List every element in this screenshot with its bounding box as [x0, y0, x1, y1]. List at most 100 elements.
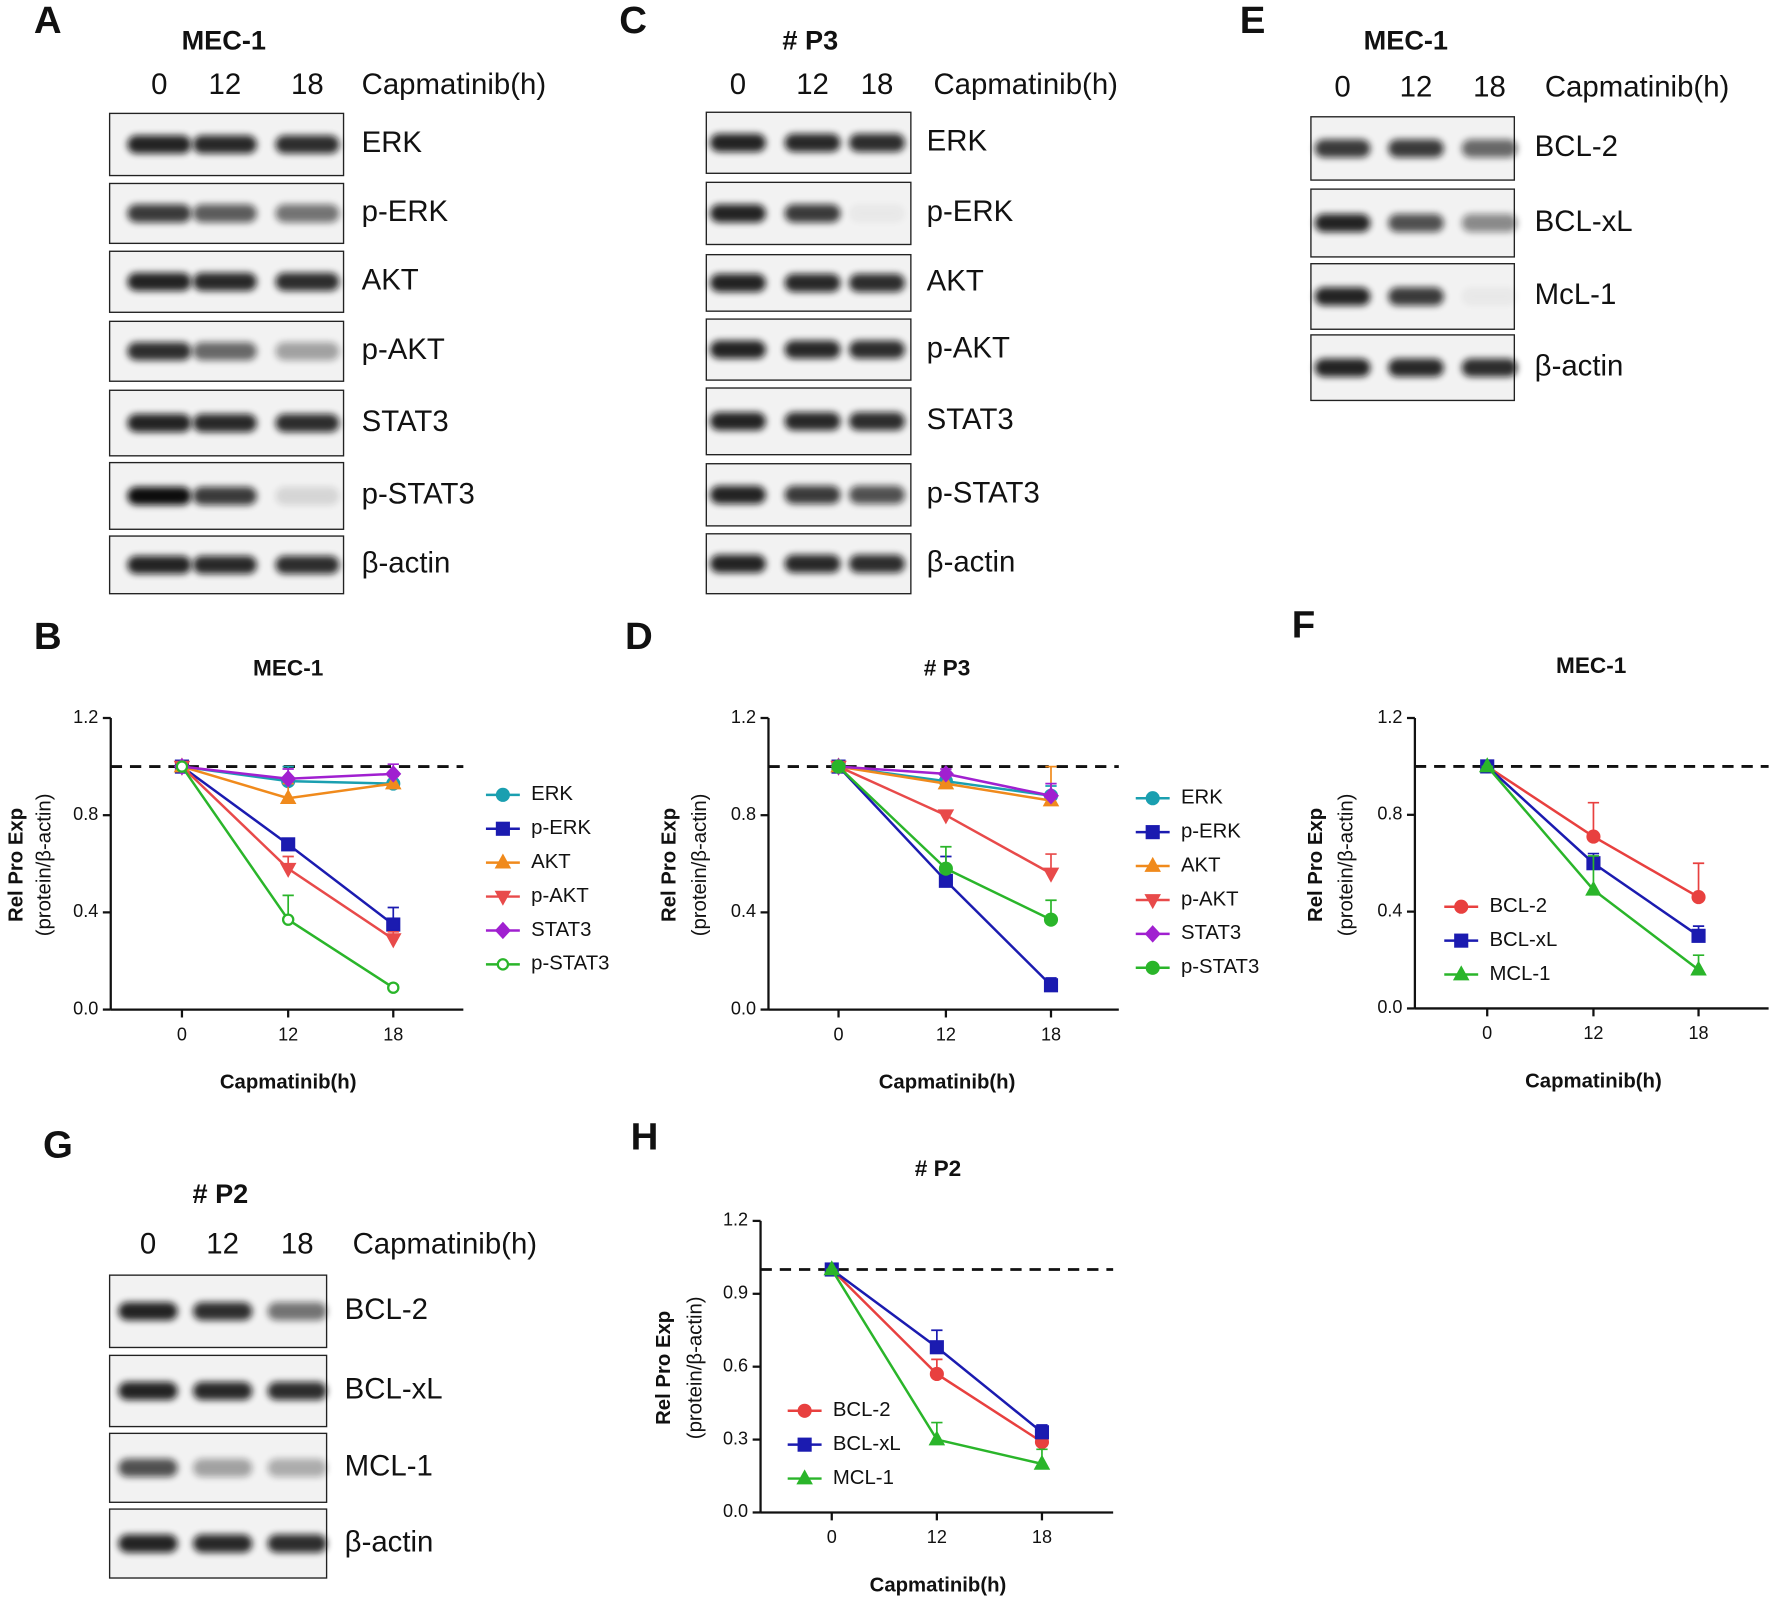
marker	[1043, 912, 1059, 927]
band	[784, 340, 841, 359]
lane-label: 18	[291, 68, 324, 101]
band	[127, 486, 192, 505]
panel-letter: A	[34, 0, 62, 42]
band	[275, 342, 340, 361]
marker	[1144, 925, 1161, 943]
legend-label: ERK	[531, 783, 573, 805]
band	[192, 1534, 253, 1553]
blot-row-label: β-actin	[362, 547, 451, 580]
band	[192, 272, 257, 291]
band	[127, 555, 192, 574]
marker	[928, 1430, 946, 1446]
legend-label: p-ERK	[1181, 821, 1241, 843]
x-axis-label: Capmatinib(h)	[870, 1574, 1007, 1596]
x-tick-label: 18	[1688, 1023, 1708, 1043]
legend-label: p-AKT	[1181, 888, 1239, 910]
marker	[929, 1340, 944, 1355]
band	[1314, 213, 1371, 233]
band	[275, 486, 340, 505]
band	[192, 1381, 253, 1401]
marker	[494, 890, 512, 906]
blot-row-label: ERK	[362, 126, 423, 159]
band	[849, 485, 905, 504]
marker	[1034, 1425, 1050, 1440]
legend-label: p-AKT	[531, 885, 589, 907]
x-tick-label: 0	[827, 1527, 837, 1547]
band	[275, 555, 340, 574]
band	[275, 414, 340, 433]
panel-letter: C	[619, 0, 647, 42]
y-tick-label: 0.8	[731, 804, 756, 824]
lane-label: 18	[281, 1228, 314, 1261]
marker	[1454, 899, 1469, 914]
y-tick-label: 0.8	[1377, 804, 1402, 824]
band	[1388, 358, 1444, 377]
marker	[937, 765, 954, 783]
legend-label: BCL-2	[1489, 895, 1547, 917]
blot-row-label: BCL-xL	[345, 1373, 443, 1406]
marker	[495, 787, 510, 802]
lane-label: 0	[140, 1228, 156, 1261]
band	[192, 486, 257, 505]
marker	[1145, 825, 1160, 840]
y-tick-label: 0.0	[723, 1501, 748, 1521]
band	[267, 1534, 327, 1553]
band	[710, 273, 766, 292]
panel-letter: H	[631, 1116, 659, 1159]
marker	[279, 788, 297, 805]
band	[118, 1302, 178, 1321]
x-axis-label: Capmatinib(h)	[220, 1071, 357, 1093]
legend-label: p-STAT3	[531, 953, 609, 975]
band	[1461, 139, 1518, 158]
band	[1461, 358, 1518, 377]
marker	[1042, 867, 1060, 883]
y-axis-sublabel: (protein/β-actin)	[34, 794, 56, 937]
band	[784, 554, 841, 573]
blot-row-label: p-AKT	[927, 331, 1010, 364]
blot-title: MEC-1	[182, 24, 266, 55]
lane-label: 0	[151, 68, 167, 101]
legend-label: AKT	[1181, 854, 1221, 876]
blot-row-label: McL-1	[1535, 278, 1617, 311]
y-tick-label: 0.3	[723, 1428, 748, 1448]
legend-label: MCL-1	[1489, 963, 1550, 985]
y-tick-label: 0.6	[723, 1355, 748, 1375]
band	[192, 204, 257, 223]
chart-title: MEC-1	[253, 655, 323, 680]
marker	[1043, 787, 1059, 805]
band	[118, 1534, 178, 1553]
band	[784, 485, 841, 504]
panel-letter: G	[43, 1124, 73, 1167]
band	[710, 133, 766, 152]
x-tick-label: 12	[1583, 1023, 1603, 1043]
band	[192, 1458, 253, 1477]
marker	[831, 759, 846, 774]
y-tick-label: 0.9	[723, 1283, 748, 1303]
chart-title: # P2	[915, 1156, 961, 1181]
band	[118, 1381, 178, 1401]
band	[784, 133, 841, 152]
y-tick-label: 0.4	[73, 901, 98, 921]
y-axis-sublabel: (protein/β-actin)	[689, 794, 711, 937]
x-tick-label: 12	[278, 1024, 298, 1044]
column-title: Capmatinib(h)	[362, 68, 546, 101]
marker	[281, 837, 296, 852]
marker	[1691, 890, 1706, 905]
band	[784, 273, 841, 292]
marker	[1691, 928, 1706, 943]
x-tick-label: 12	[927, 1527, 947, 1547]
legend-label: p-STAT3	[1181, 956, 1259, 978]
blot-row-label: p-STAT3	[362, 478, 475, 511]
lane-label: 18	[1473, 70, 1506, 103]
band	[267, 1458, 327, 1477]
marker	[1690, 960, 1707, 976]
blot-row-label: p-ERK	[927, 195, 1014, 228]
band	[275, 272, 340, 291]
y-tick-label: 0.4	[731, 901, 756, 921]
y-tick-label: 1.2	[1377, 707, 1402, 727]
marker	[1586, 829, 1601, 844]
legend-label: BCL-2	[833, 1399, 891, 1421]
lane-label: 12	[1400, 70, 1433, 103]
x-tick-label: 18	[383, 1024, 403, 1044]
